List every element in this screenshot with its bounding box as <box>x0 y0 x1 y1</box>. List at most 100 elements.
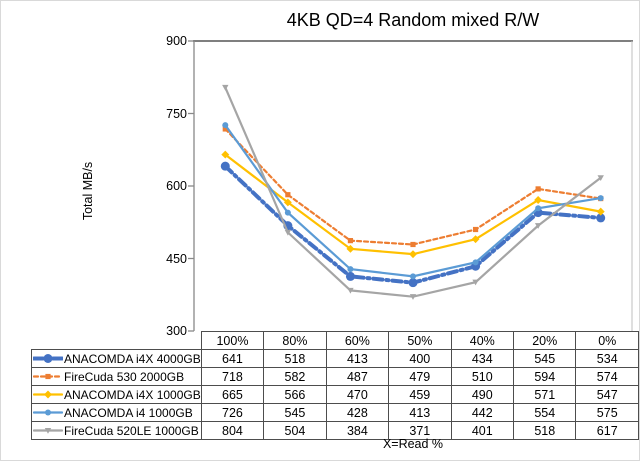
series-5 <box>222 84 604 300</box>
series-marker <box>222 126 228 132</box>
category-header-cell: 40% <box>450 331 515 350</box>
value-cell: 545 <box>513 349 577 368</box>
series-marker <box>285 192 291 198</box>
table-corner-cell <box>32 332 202 350</box>
value-cell: 442 <box>450 403 515 422</box>
value-cell: 459 <box>388 385 452 404</box>
series-line <box>224 86 602 298</box>
series-marker <box>472 279 479 286</box>
value-cell: 400 <box>388 349 452 368</box>
value-cell: 575 <box>575 403 639 422</box>
series-marker <box>221 150 230 159</box>
series-marker <box>409 250 417 259</box>
value-cell: 510 <box>450 367 515 386</box>
value-cell: 571 <box>513 385 577 404</box>
value-cell: 566 <box>263 385 327 404</box>
y-tick-label: 300 <box>166 324 187 338</box>
table-row: ANACOMDA i4 1000GB 726 545 428 413 442 554 575 <box>31 403 639 422</box>
legend-key-icon <box>33 354 63 363</box>
series-marker <box>346 244 355 253</box>
series-marker <box>471 235 480 244</box>
y-tick-label: 900 <box>166 34 187 48</box>
series-marker <box>410 241 416 248</box>
value-cell: 384 <box>325 421 390 440</box>
category-header-cell: 20% <box>513 331 577 350</box>
series-name: ANACOMDA i4X 4000GB <box>64 351 201 366</box>
value-cell: 504 <box>263 421 327 440</box>
series-marker <box>596 213 606 223</box>
series-marker <box>347 266 354 273</box>
series-marker <box>44 390 52 399</box>
series-name: FireCuda 530 2000GB <box>64 369 185 384</box>
value-cell: 582 <box>263 367 327 386</box>
series-marker <box>408 278 418 288</box>
series-marker <box>345 271 355 281</box>
legend-cell: ANACOMDA i4X 4000GB <box>31 349 202 368</box>
series-marker <box>45 373 51 380</box>
series-marker <box>535 205 542 212</box>
value-cell: 665 <box>200 385 265 404</box>
category-header-cell: 0% <box>575 331 639 350</box>
series-name: FireCuda 520LE 1000GB <box>64 423 199 438</box>
table-row: FireCuda 530 2000GB 718 582 487 479 510 594 574 <box>31 367 639 386</box>
legend-entry: ANACOMDA i4X 4000GB <box>33 351 201 366</box>
y-tick-label: 600 <box>166 179 187 193</box>
legend-key-icon <box>33 427 63 434</box>
table-row: ANACOMDA i4X 4000GB 641 518 413 400 434 545 534 <box>31 349 639 368</box>
legend-entry: ANACOMDA i4 1000GB <box>33 405 200 420</box>
series-marker <box>222 84 229 91</box>
value-cell: 434 <box>450 349 515 368</box>
value-cell: 401 <box>450 421 515 440</box>
data-table: 100% 80% 60% 50% 40% 20% 0% ANACOMDA i4X 4000GB… <box>31 331 639 440</box>
series-marker <box>43 354 53 363</box>
value-cell: 804 <box>200 421 265 440</box>
legend-cell: FireCuda 530 2000GB <box>31 367 202 386</box>
value-cell: 413 <box>325 349 390 368</box>
series-marker <box>44 427 52 434</box>
value-cell: 641 <box>200 349 265 368</box>
value-cell: 574 <box>575 367 639 386</box>
table-row: FireCuda 520LE 1000GB 804 504 384 371 401 518 6… <box>31 421 639 440</box>
series-1 <box>220 161 606 288</box>
category-header-cell: 60% <box>325 331 390 350</box>
legend-entry: FireCuda 530 2000GB <box>33 369 200 384</box>
value-cell: 470 <box>325 385 390 404</box>
series-2 <box>222 126 604 248</box>
series-marker <box>409 294 417 300</box>
series-marker <box>347 238 354 244</box>
value-cell: 413 <box>388 403 452 422</box>
x-axis-title: X=Read % <box>382 437 444 451</box>
value-cell: 518 <box>263 349 327 368</box>
series-marker <box>220 161 230 171</box>
series-marker <box>222 122 229 129</box>
legend-entry: ANACOMDA i4X 1000GB <box>33 387 201 402</box>
series-line <box>223 164 603 285</box>
table-row: ANACOMDA i4X 1000GB 665 566 470 459 490 571 547 <box>31 385 639 404</box>
category-header-cell: 80% <box>263 331 327 350</box>
value-cell: 371 <box>388 421 452 440</box>
series-marker <box>597 195 604 202</box>
value-cell: 428 <box>325 403 390 422</box>
series-marker <box>472 259 479 266</box>
series-marker <box>283 198 292 207</box>
series-name: ANACOMDA i4 1000GB <box>64 405 193 420</box>
series-3 <box>221 150 605 259</box>
chart-title: 4KB QD=4 Random mixed R/W <box>286 10 540 30</box>
legend-cell: ANACOMDA i4X 1000GB <box>31 385 202 404</box>
series-marker <box>45 409 51 416</box>
series-4 <box>222 122 604 280</box>
category-header-cell: 50% <box>388 331 452 350</box>
value-cell: 547 <box>575 385 639 404</box>
legend-cell: ANACOMDA i4 1000GB <box>31 403 202 422</box>
series-name: ANACOMDA i4X 1000GB <box>64 387 201 402</box>
series-marker <box>534 223 542 229</box>
series-marker <box>534 196 543 204</box>
value-cell: 718 <box>200 367 265 386</box>
y-tick-label: 750 <box>166 106 187 121</box>
series-marker <box>535 186 541 192</box>
series-marker <box>284 209 291 216</box>
legend-key-icon <box>33 390 63 399</box>
series-marker <box>284 229 292 236</box>
value-cell: 479 <box>388 367 452 386</box>
